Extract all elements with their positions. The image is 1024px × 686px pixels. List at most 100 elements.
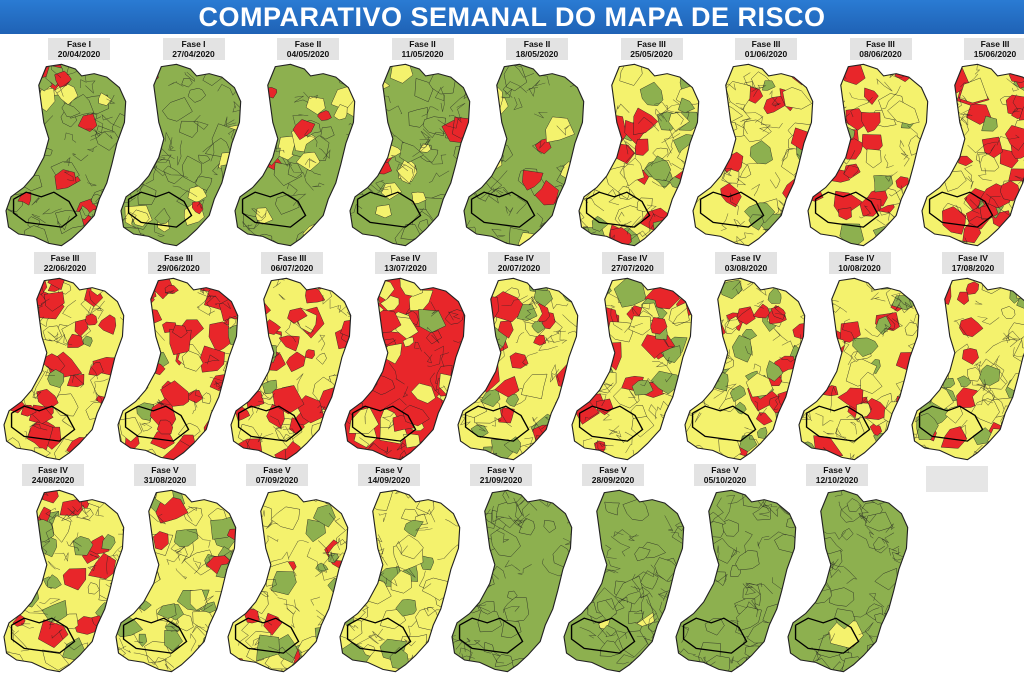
state-risk-map: [572, 276, 698, 462]
municipality-boundary: [592, 109, 603, 117]
municipality-boundary: [483, 104, 499, 111]
municipality-area: [197, 645, 215, 663]
municipality-boundary: [462, 123, 476, 134]
municipality-area: [1000, 228, 1017, 244]
municipality-area: [120, 586, 143, 605]
municipality-area: [921, 100, 947, 125]
municipality-area: [787, 489, 808, 509]
municipality-boundary: [888, 230, 903, 239]
municipality-boundary: [250, 72, 265, 81]
municipality-boundary: [477, 578, 480, 586]
municipality-area: [11, 286, 23, 296]
municipality-boundary: [96, 640, 107, 654]
municipality-boundary: [480, 125, 488, 139]
phase-label: Fase V: [711, 465, 738, 475]
municipality-area: [251, 281, 262, 293]
municipality-area: [4, 561, 19, 576]
municipality-boundary: [934, 334, 941, 345]
municipality-boundary: [34, 125, 42, 135]
state-risk-map: [458, 276, 584, 462]
municipality-boundary: [776, 647, 785, 655]
state-risk-map: [350, 62, 476, 248]
municipality-boundary: [1017, 227, 1024, 240]
municipality-boundary: [662, 634, 670, 646]
municipality-boundary: [899, 432, 908, 444]
municipality-boundary: [239, 314, 255, 329]
municipality-area: [7, 330, 34, 353]
municipality-boundary: [105, 188, 122, 194]
municipality-boundary: [826, 86, 834, 96]
municipality-area: [82, 227, 107, 245]
date-label: 07/09/2020: [256, 475, 299, 485]
municipality-area: [804, 297, 819, 314]
municipality-area: [244, 114, 256, 126]
municipality-boundary: [250, 301, 259, 313]
municipality-boundary: [2, 126, 14, 136]
municipality-boundary: [299, 489, 316, 497]
municipality-area: [217, 232, 233, 245]
municipality-boundary: [425, 276, 436, 287]
municipality-area: [804, 62, 833, 85]
municipality-area: [807, 291, 824, 306]
municipality-area: [574, 357, 592, 379]
municipality-area: [481, 67, 495, 80]
municipality-area: [784, 543, 808, 571]
municipality-area: [113, 536, 131, 549]
municipality-area: [933, 106, 947, 120]
phase-label: Fase IV: [504, 253, 534, 263]
municipality-boundary: [98, 195, 119, 208]
municipality-area: [915, 360, 936, 379]
municipality-boundary: [139, 314, 149, 324]
municipality-area: [938, 153, 951, 163]
municipality-area: [236, 155, 247, 168]
phase-label: Fase I: [67, 39, 91, 49]
municipality-area: [121, 516, 136, 527]
municipality-boundary: [124, 596, 141, 608]
municipality-boundary: [359, 567, 375, 583]
date-label: 05/10/2020: [704, 475, 747, 485]
municipality-area: [469, 332, 487, 350]
municipality-boundary: [698, 95, 707, 106]
municipality-area: [556, 397, 574, 413]
date-label: 27/04/2020: [172, 49, 215, 59]
date-label: 04/05/2020: [287, 49, 330, 59]
municipality-area: [880, 638, 894, 652]
municipality-area: [19, 566, 35, 584]
municipality-area: [233, 532, 247, 548]
municipality-boundary: [352, 384, 360, 395]
municipality-boundary: [705, 75, 722, 81]
municipality-boundary: [432, 665, 444, 673]
municipality-area: [930, 291, 943, 302]
municipality-area: [780, 233, 796, 246]
municipality-area: [689, 350, 704, 362]
municipality-boundary: [930, 371, 944, 379]
state-risk-map: [345, 276, 471, 462]
municipality-area: [360, 99, 384, 123]
municipality-area: [134, 558, 158, 576]
municipality-boundary: [806, 342, 816, 353]
municipality-boundary: [23, 307, 35, 319]
municipality-area: [359, 122, 381, 148]
date-label: 17/08/2020: [952, 263, 995, 273]
municipality-area: [90, 636, 119, 664]
municipality-area: [802, 275, 819, 294]
municipality-boundary: [13, 76, 24, 93]
municipality-boundary: [941, 66, 954, 74]
